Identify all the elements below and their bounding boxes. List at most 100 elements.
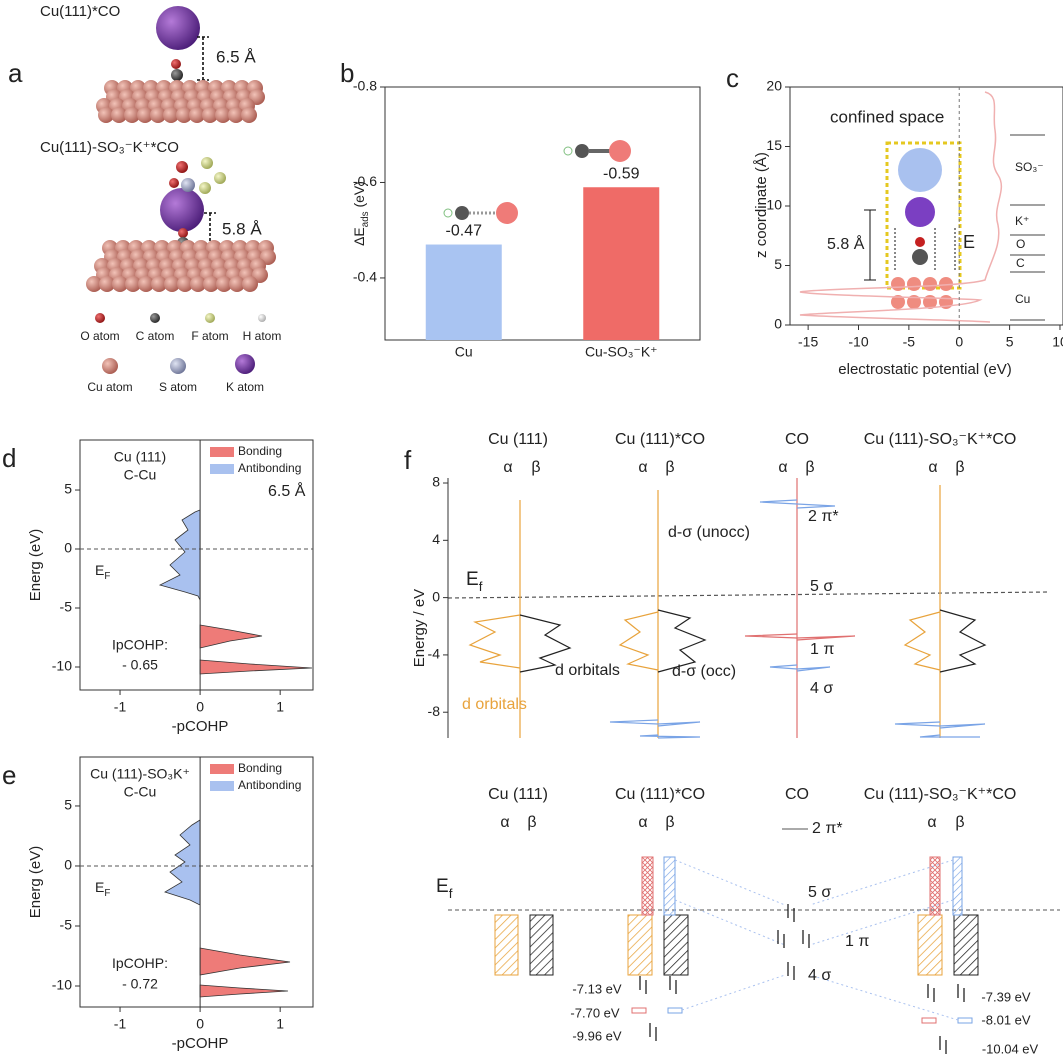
label: β bbox=[955, 814, 964, 831]
x-tick-label: 5 bbox=[1006, 334, 1014, 350]
label: d orbitals bbox=[462, 696, 527, 713]
x-axis-label: -pCOHP bbox=[172, 1035, 229, 1052]
cu-atom bbox=[228, 107, 244, 123]
x-axis-label: electrostatic potential (eV) bbox=[838, 361, 1011, 378]
cu-atom bbox=[111, 107, 127, 123]
label-part: E bbox=[436, 876, 449, 897]
cu-atom bbox=[98, 107, 114, 123]
cu-atom bbox=[203, 276, 219, 292]
label-part: ads bbox=[360, 211, 371, 227]
x-tick-label: 0 bbox=[196, 1016, 204, 1032]
label: 4 σ bbox=[810, 680, 833, 697]
x-axis-label: -pCOHP bbox=[172, 718, 229, 735]
label-part: F bbox=[104, 888, 110, 899]
label-part: E bbox=[95, 562, 104, 578]
y-tick-label: -10 bbox=[52, 977, 72, 993]
label-part: (eV) bbox=[351, 181, 367, 211]
panel-label: d bbox=[2, 443, 16, 473]
orbital-scheme bbox=[448, 828, 1060, 1054]
y-tick-label: 5 bbox=[64, 797, 72, 813]
panel-label: c bbox=[726, 63, 739, 93]
label: Ef bbox=[436, 876, 453, 901]
label: IpCOHP: bbox=[112, 636, 168, 652]
y-tick-label: -0.6 bbox=[353, 173, 377, 189]
x-tick-label: -15 bbox=[798, 334, 818, 350]
x-tick-label: Cu bbox=[455, 344, 473, 360]
cu-atom bbox=[124, 107, 140, 123]
label: EF bbox=[95, 879, 110, 899]
plot-frame bbox=[79, 439, 314, 691]
panel-label: e bbox=[2, 760, 16, 790]
label: a bbox=[8, 58, 23, 88]
y-tick-label: 8 bbox=[432, 474, 440, 490]
label: 4 σ bbox=[808, 967, 831, 984]
label: C bbox=[1016, 256, 1025, 270]
label: -8.01 eV bbox=[981, 1012, 1030, 1027]
label: α bbox=[928, 459, 937, 476]
x-tick-label: Cu-SO₃⁻K⁺ bbox=[585, 344, 658, 360]
label: K atom bbox=[226, 380, 264, 394]
label: α bbox=[638, 459, 647, 476]
label: α bbox=[638, 814, 647, 831]
y-tick-label: 20 bbox=[766, 78, 782, 94]
bar bbox=[425, 244, 502, 340]
cu-atom bbox=[125, 276, 141, 292]
cu-atom bbox=[138, 276, 154, 292]
cu-atom bbox=[150, 107, 166, 123]
label-part: E bbox=[466, 569, 479, 590]
panel-label: b bbox=[340, 58, 354, 88]
label: Cu (111)*CO bbox=[615, 786, 705, 803]
dos-curves bbox=[447, 478, 1051, 739]
y-tick-label: 0 bbox=[64, 540, 72, 556]
cu-atom bbox=[216, 276, 232, 292]
label: d-σ (unocc) bbox=[668, 524, 750, 541]
label: confined space bbox=[830, 107, 944, 126]
label: K⁺ bbox=[1015, 214, 1029, 228]
label: - 0.65 bbox=[122, 657, 158, 673]
label: d-σ (occ) bbox=[672, 663, 736, 680]
x-tick-label: 1 bbox=[276, 1016, 284, 1032]
label: O bbox=[1016, 237, 1025, 251]
label: C-Cu bbox=[124, 467, 157, 483]
label: Cu bbox=[1015, 292, 1030, 306]
y-axis-label: z coordinate (Å) bbox=[753, 152, 770, 258]
label: -9.96 eV bbox=[572, 1028, 621, 1043]
x-tick-label: 0 bbox=[196, 699, 204, 715]
y-axis-label: Energy / eV bbox=[411, 589, 428, 667]
label: β bbox=[527, 814, 536, 831]
label: -7.13 eV bbox=[572, 981, 621, 996]
label: - 0.72 bbox=[122, 975, 158, 991]
cu-atom bbox=[137, 107, 153, 123]
cu-atom bbox=[189, 107, 205, 123]
label: Cu(111)*CO bbox=[40, 3, 120, 20]
y-tick-label: 5 bbox=[774, 256, 782, 272]
label: β bbox=[955, 459, 964, 476]
confined-space-sketch bbox=[799, 91, 1045, 323]
y-tick-label: -0.8 bbox=[353, 78, 377, 94]
legend-label: Antibonding bbox=[238, 461, 301, 475]
y-tick-label: 5 bbox=[64, 481, 72, 497]
label: Ef bbox=[466, 569, 483, 594]
label: 5 σ bbox=[808, 884, 831, 901]
label: H atom bbox=[243, 329, 282, 343]
cu-atom bbox=[163, 107, 179, 123]
y-tick-label: -10 bbox=[52, 658, 72, 674]
panel-label: f bbox=[404, 445, 412, 475]
label: C-Cu bbox=[124, 784, 157, 800]
cu-atom bbox=[99, 276, 115, 292]
x-tick-label: 1 bbox=[276, 699, 284, 715]
cu-atom bbox=[151, 276, 167, 292]
label: 1 π bbox=[845, 933, 869, 950]
label: CO bbox=[785, 431, 809, 448]
x-tick-label: 10 bbox=[1052, 334, 1063, 350]
label: β bbox=[805, 459, 814, 476]
label-part: f bbox=[449, 886, 453, 901]
cu-atom bbox=[202, 107, 218, 123]
cu-atom bbox=[229, 276, 245, 292]
cu-atom bbox=[242, 276, 258, 292]
label: SO₃⁻ bbox=[1015, 160, 1044, 174]
label-part: E bbox=[95, 879, 104, 895]
legend-swatch bbox=[210, 781, 234, 791]
